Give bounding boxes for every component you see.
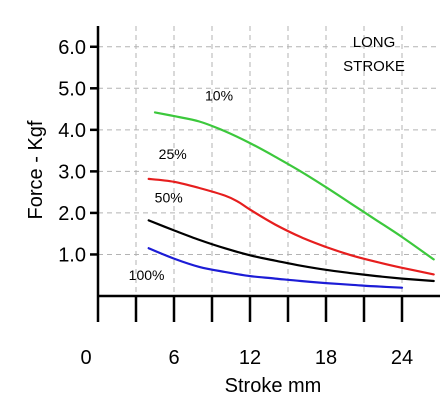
x-axis-title: Stroke mm [225,375,322,397]
series-line-50pct [147,219,435,283]
annotation-line-1: LONG [353,34,396,51]
x-tick-label: 0 [80,347,91,369]
ticks [90,45,404,322]
x-tick-label: 24 [391,347,413,369]
series-lines [147,111,435,289]
x-tick-label: 18 [315,347,337,369]
y-tick-label: 4.0 [58,120,86,142]
y-axis-title: Force - Kgf [25,120,47,219]
series-label-100pct: 100% [129,267,165,283]
series-line-100pct [147,247,404,289]
series-label-10pct: 10% [205,87,233,103]
series-line-10pct [153,111,435,261]
annotation-line-2: STROKE [343,58,405,75]
y-tick-label: 2.0 [58,203,86,225]
series-label-50pct: 50% [155,189,183,205]
y-tick-label: 6.0 [58,37,86,59]
tick-labels: 0 6 12 18 24 1.0 2.0 3.0 4.0 5.0 6.0 [58,37,413,369]
x-tick-label: 12 [239,347,261,369]
series-label-25pct: 25% [159,146,187,162]
grid [98,26,440,296]
x-tick-label: 6 [168,347,179,369]
y-tick-label: 1.0 [58,244,86,266]
series-labels: 10% 25% 50% 100% [129,87,233,283]
y-tick-label: 3.0 [58,161,86,183]
y-tick-label: 5.0 [58,78,86,100]
axes [96,26,440,322]
series-line-25pct [147,177,435,276]
